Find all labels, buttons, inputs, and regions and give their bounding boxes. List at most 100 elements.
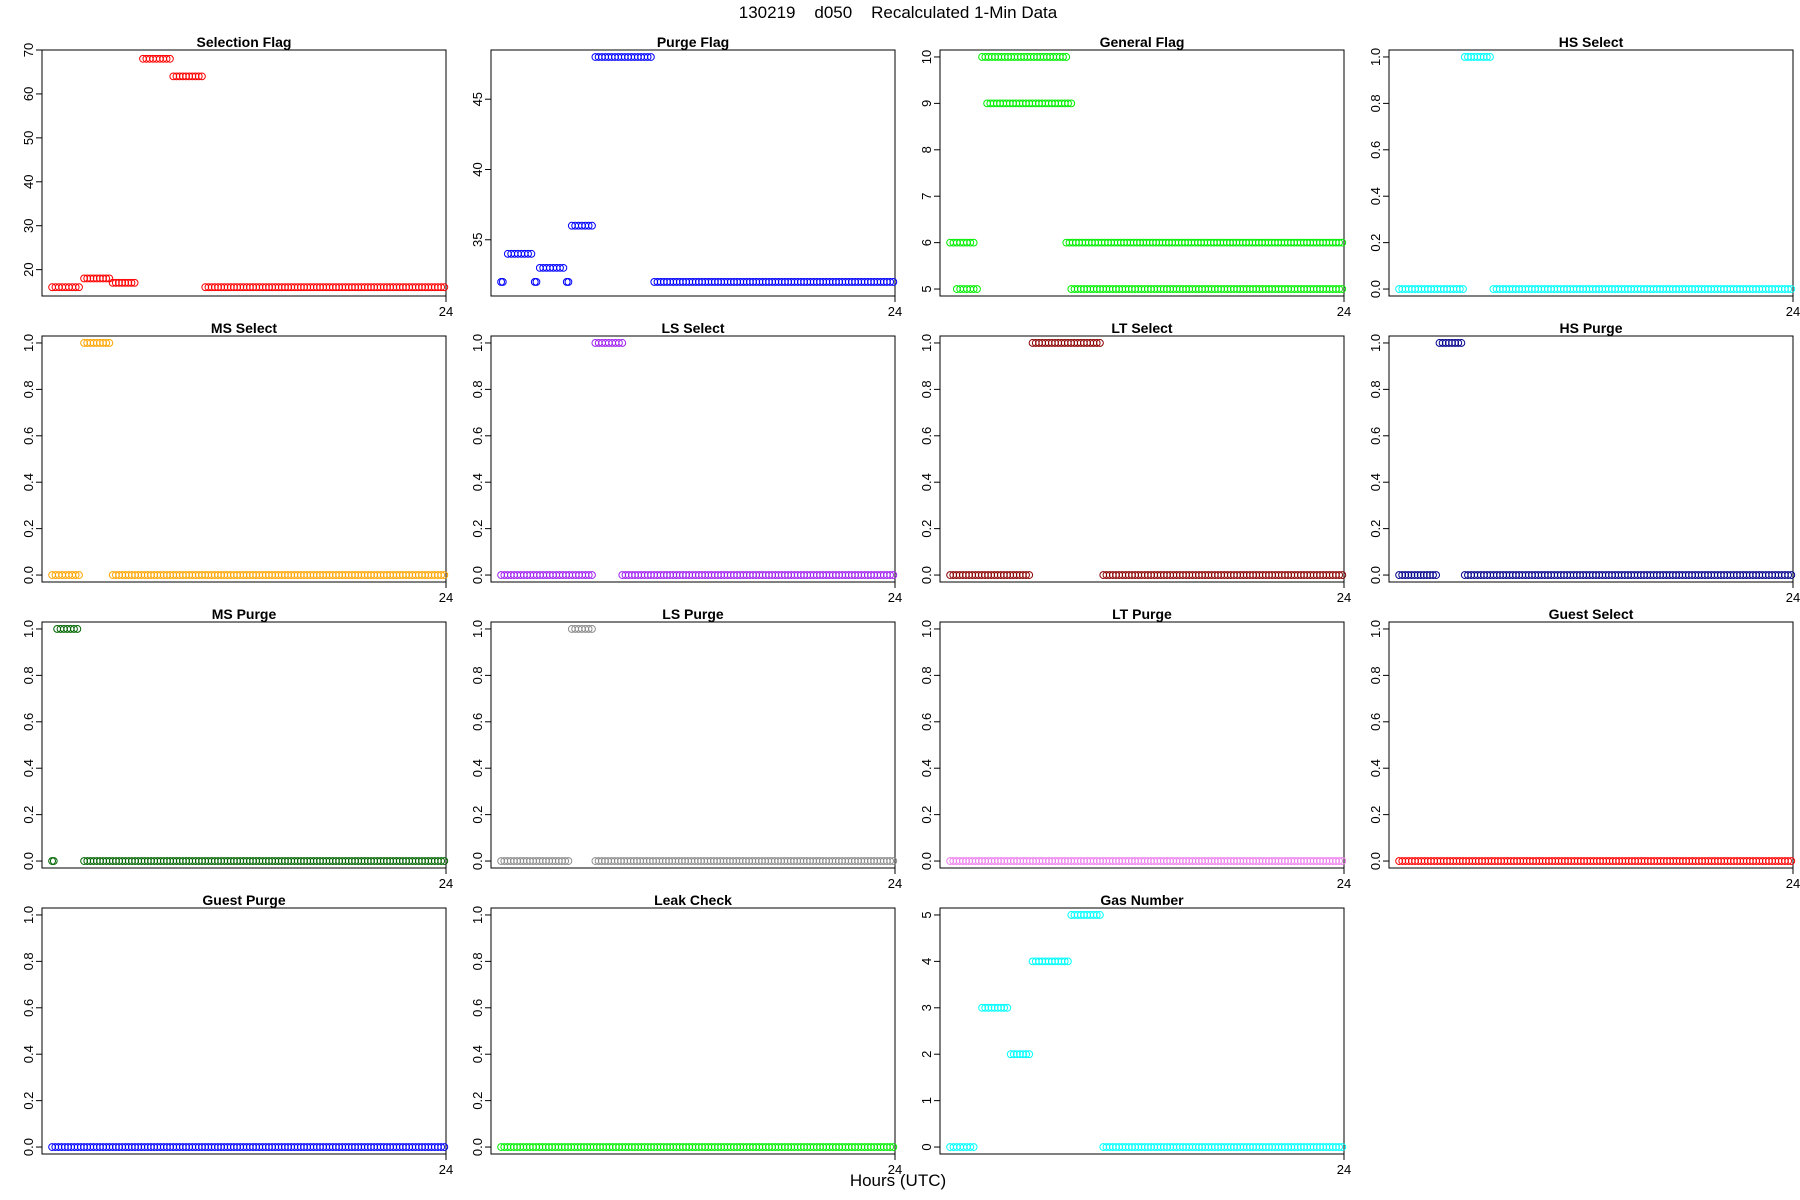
- data-point: [588, 221, 596, 230]
- data-point: [1064, 99, 1072, 108]
- y-tick-label: 0.2: [21, 520, 36, 538]
- panel: General Flag 5 6 7 8 9 10 24: [919, 34, 1351, 319]
- data-point: [1395, 571, 1403, 579]
- panel-title: LS Purge: [662, 606, 724, 622]
- y-tick-label: 0.4: [919, 473, 934, 491]
- y-tick-label: 0.4: [1368, 473, 1383, 491]
- panel-title: HS Select: [1559, 34, 1624, 50]
- panel: Leak Check 0.0 0.2 0.4 0.6 0.8 1.0 24: [470, 892, 902, 1177]
- data-point: [584, 625, 593, 633]
- data-point: [966, 238, 975, 247]
- y-tick-label: 1.0: [470, 620, 485, 638]
- data-point: [1338, 857, 1347, 865]
- x-tick-label: 24: [1786, 590, 1800, 605]
- data-point: [127, 278, 136, 287]
- data-point: [130, 278, 139, 287]
- data-point: [1416, 571, 1425, 579]
- panel-title: Gas Number: [1100, 892, 1184, 908]
- y-tick-label: 0.8: [470, 380, 485, 398]
- data-point: [643, 53, 652, 61]
- data-point: [1457, 339, 1466, 347]
- data-point: [102, 274, 111, 283]
- data-point: [886, 571, 895, 579]
- plot-frame: [41, 621, 447, 869]
- y-tick-label: 0.8: [21, 380, 36, 398]
- data-point: [1006, 1050, 1015, 1059]
- data-point: [1455, 285, 1464, 293]
- y-tick-label: 0.6: [919, 713, 934, 731]
- data-point: [108, 278, 117, 287]
- data-point: [966, 1143, 975, 1151]
- y-tick-label: 1.0: [470, 334, 485, 352]
- data-point: [556, 263, 564, 272]
- x-tick-label: 24: [1786, 304, 1800, 319]
- y-tick-label: 0.0: [1368, 280, 1383, 298]
- data-point: [1448, 339, 1456, 347]
- panel: Guest Select 0.0 0.2 0.4 0.6 0.8 1.0 24: [1368, 606, 1800, 891]
- data-point: [1459, 285, 1467, 293]
- panel: HS Select 0.0 0.2 0.4 0.6 0.8 1.0 24: [1368, 34, 1800, 319]
- data-point: [75, 283, 83, 292]
- y-tick-label: 1.0: [21, 620, 36, 638]
- data-point: [618, 339, 627, 347]
- panel-title: Guest Select: [1549, 606, 1634, 622]
- data-point: [969, 1143, 978, 1151]
- data-point: [1454, 339, 1463, 347]
- data-point: [1787, 857, 1796, 865]
- panel-title: LT Select: [1111, 320, 1173, 336]
- data-point: [1022, 1050, 1031, 1059]
- y-tick-label: 5: [919, 911, 934, 918]
- data-point: [498, 278, 507, 286]
- y-tick-label: 70: [21, 43, 36, 57]
- panel: MS Select 0.0 0.2 0.4 0.6 0.8 1.0 24: [21, 320, 453, 605]
- data-point: [1432, 571, 1441, 579]
- panel: LS Purge 0.0 0.2 0.4 0.6 0.8 1.0 24: [470, 606, 902, 891]
- data-point: [1335, 1143, 1344, 1151]
- y-tick-label: 0.8: [470, 952, 485, 970]
- data-point: [194, 72, 203, 81]
- data-point: [1012, 1050, 1021, 1059]
- y-tick-label: 0.6: [1368, 713, 1383, 731]
- plot-frame: [1388, 335, 1794, 583]
- y-tick-label: 0.4: [21, 759, 36, 777]
- data-point: [1787, 285, 1796, 293]
- x-tick-label: 24: [1337, 876, 1351, 891]
- data-point: [1000, 1003, 1009, 1012]
- data-point: [1060, 957, 1069, 966]
- panel-title: HS Purge: [1559, 320, 1622, 336]
- data-point: [1438, 339, 1447, 347]
- plot-frame: [490, 49, 896, 297]
- data-point: [527, 249, 536, 258]
- plot-frame: [939, 907, 1345, 1155]
- y-tick-label: 0.6: [21, 999, 36, 1017]
- y-tick-label: 0.8: [470, 666, 485, 684]
- data-point: [1338, 238, 1347, 247]
- y-tick-label: 0.6: [470, 713, 485, 731]
- y-tick-label: 0.2: [919, 806, 934, 824]
- data-point: [889, 278, 898, 286]
- panel: HS Purge 0.0 0.2 0.4 0.6 0.8 1.0 24: [1368, 320, 1800, 605]
- data-point: [588, 571, 596, 579]
- data-point: [615, 339, 623, 347]
- data-point: [440, 283, 449, 292]
- data-point: [440, 1143, 449, 1151]
- y-tick-label: 0.0: [470, 566, 485, 584]
- y-tick-label: 0.2: [470, 806, 485, 824]
- x-tick-label: 24: [439, 304, 453, 319]
- y-tick-label: 0.8: [21, 666, 36, 684]
- data-point: [1003, 1003, 1012, 1012]
- panel: Guest Purge 0.0 0.2 0.4 0.6 0.8 1.0 24: [21, 892, 453, 1177]
- data-point: [886, 1143, 895, 1151]
- data-point: [75, 571, 83, 579]
- data-point: [889, 571, 898, 579]
- y-tick-label: 0.8: [919, 666, 934, 684]
- data-point: [1338, 1143, 1347, 1151]
- panel-title: LS Select: [661, 320, 724, 336]
- y-tick-label: 0.2: [470, 1092, 485, 1110]
- y-tick-label: 35: [470, 233, 485, 247]
- panel-title: MS Select: [211, 320, 277, 336]
- data-point: [1096, 911, 1104, 919]
- y-tick-label: 0.6: [21, 427, 36, 445]
- y-tick-label: 1.0: [1368, 48, 1383, 66]
